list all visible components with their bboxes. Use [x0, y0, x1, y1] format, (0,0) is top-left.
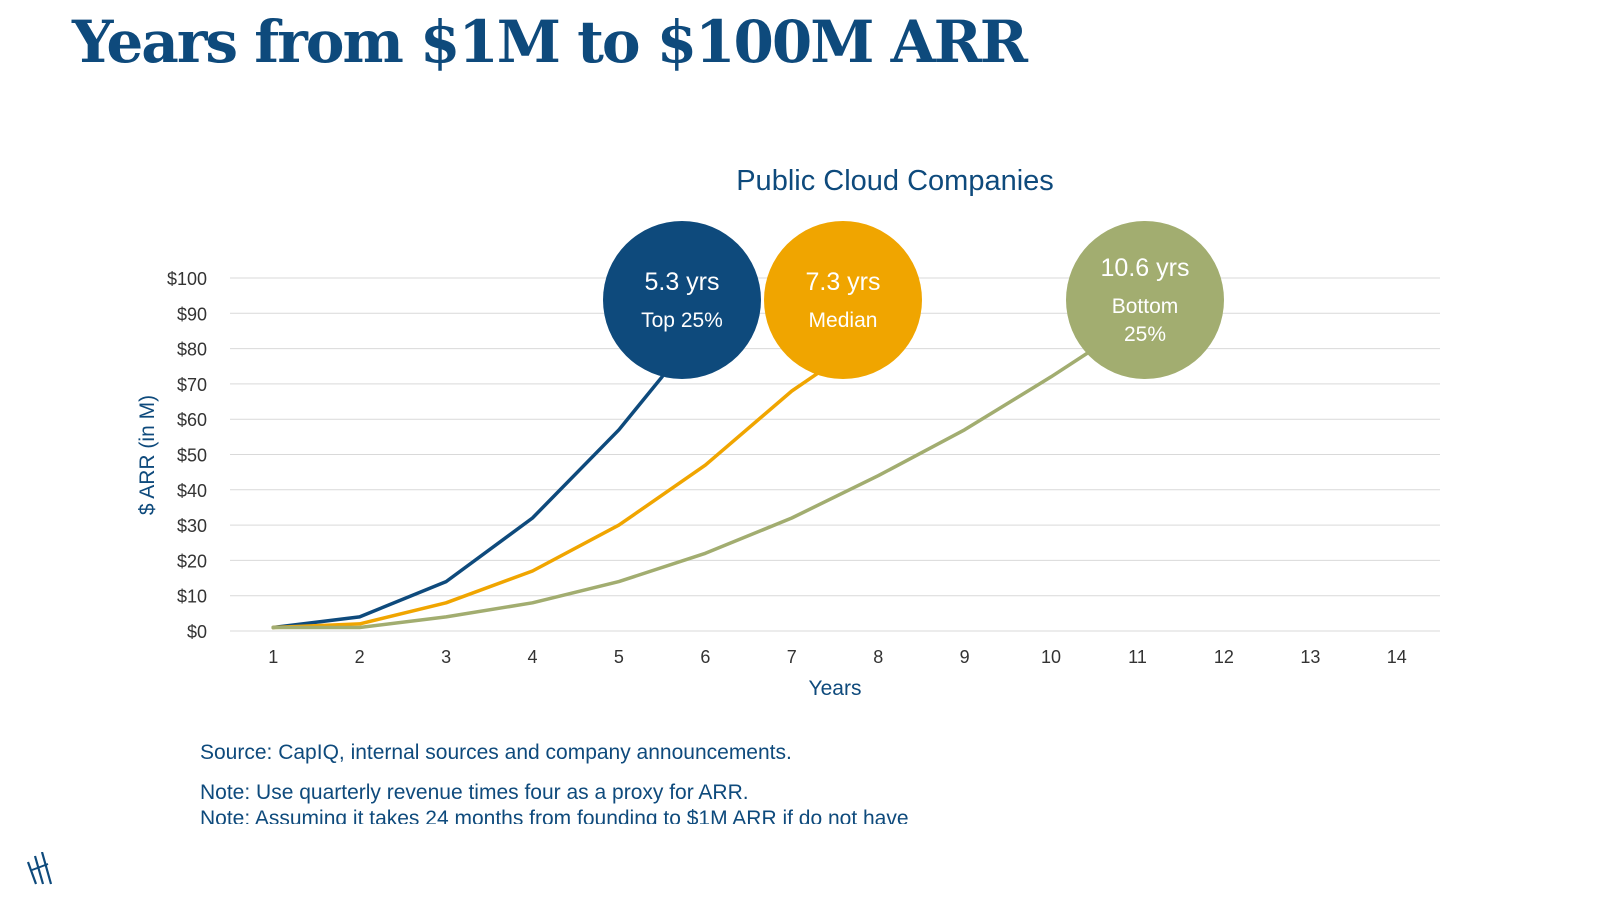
- series-line-bottom: [271, 346, 1097, 630]
- y-tick-label: $20: [177, 551, 207, 571]
- y-tick-label: $100: [167, 269, 207, 289]
- chart-title: Public Cloud Companies: [736, 165, 1054, 197]
- annotation-label-median: Median: [809, 309, 878, 332]
- annotation-circle-top: [603, 221, 761, 379]
- x-tick-label: 8: [873, 647, 883, 667]
- series-line-median: [271, 371, 820, 630]
- y-tick-label: $50: [177, 446, 207, 466]
- annotation-value-median: 7.3 yrs: [805, 268, 880, 296]
- y-tick-label: $30: [177, 516, 207, 536]
- slide-title: Years from $1M to $100M ARR: [72, 8, 1028, 76]
- note-proxy: Note: Use quarterly revenue times four a…: [200, 781, 749, 804]
- y-tick-label: $60: [177, 410, 207, 430]
- annotation-value-bottom: 10.6 yrs: [1101, 254, 1190, 282]
- x-tick-label: 12: [1214, 647, 1234, 667]
- x-tick-label: 2: [355, 647, 365, 667]
- footnotes: Source: CapIQ, internal sources and comp…: [200, 740, 1100, 824]
- y-tick-label: $0: [187, 622, 207, 642]
- y-tick-label: $10: [177, 587, 207, 607]
- annotation-circle-bottom: [1066, 221, 1224, 379]
- y-tick-label: $90: [177, 304, 207, 324]
- x-tick-label: 7: [787, 647, 797, 667]
- x-tick-label: 10: [1041, 647, 1061, 667]
- series-line-top: [271, 375, 664, 630]
- x-axis-label: Years: [809, 677, 862, 700]
- annotation-label-bottom: Bottom: [1112, 295, 1179, 318]
- x-tick-label: 3: [441, 647, 451, 667]
- x-tick-label: 5: [614, 647, 624, 667]
- x-tick-label: 11: [1128, 647, 1147, 667]
- slanted-lines-logo-icon: [26, 851, 54, 891]
- x-tick-label: 14: [1387, 647, 1407, 667]
- annotation-value-top: 5.3 yrs: [644, 268, 719, 296]
- source-note: Source: CapIQ, internal sources and comp…: [200, 741, 792, 764]
- y-tick-label: $80: [177, 340, 207, 360]
- x-tick-label: 6: [700, 647, 710, 667]
- y-axis-label: $ ARR (in M): [136, 395, 159, 515]
- x-tick-label: 9: [960, 647, 970, 667]
- annotation-label-top: Top 25%: [641, 309, 723, 332]
- annotation-circle-median: [764, 221, 922, 379]
- y-tick-label: $70: [177, 375, 207, 395]
- x-tick-label: 13: [1300, 647, 1320, 667]
- annotation-label-bottom: 25%: [1124, 323, 1166, 346]
- x-tick-label: 4: [527, 647, 537, 667]
- x-tick-label: 1: [268, 647, 278, 667]
- y-tick-label: $40: [177, 481, 207, 501]
- note-assumption: Note: Assuming it takes 24 months from f…: [200, 807, 909, 824]
